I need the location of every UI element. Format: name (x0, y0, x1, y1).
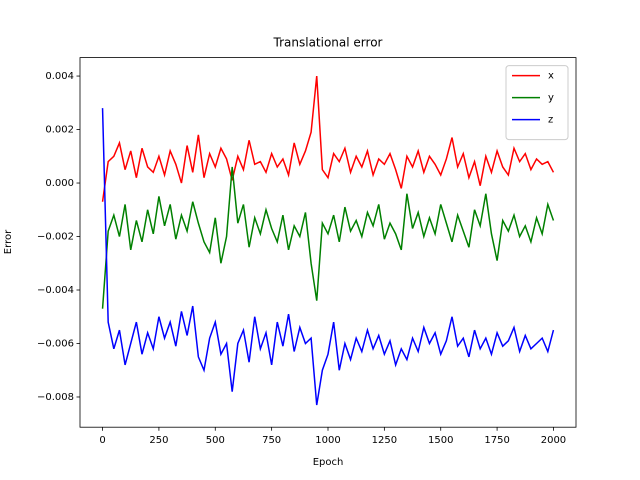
y-tick-label: 0.004 (45, 71, 74, 82)
x-tick-label: 500 (206, 435, 225, 446)
x-tick-label: 0 (99, 435, 105, 446)
x-tick-label: 750 (262, 435, 281, 446)
y-tick-label: 0.000 (45, 178, 74, 189)
x-tick-label: 2000 (541, 435, 566, 446)
legend-label: x (548, 71, 554, 82)
chart-title: Translational error (273, 36, 383, 50)
legend-box (505, 65, 569, 141)
y-axis-label: Error (3, 229, 14, 254)
line-series (101, 166, 555, 309)
legend-label: z (548, 115, 553, 126)
x-tick-label: 1750 (484, 435, 509, 446)
x-tick-label: 250 (149, 435, 168, 446)
legend-label: y (548, 93, 554, 104)
x-tick-label: 1500 (428, 435, 453, 446)
y-tick-label: −0.002 (37, 232, 74, 243)
x-tick-label: 1000 (315, 435, 340, 446)
y-tick-label: −0.004 (37, 285, 74, 296)
plot-frame (79, 57, 577, 428)
x-axis-label: Epoch (313, 457, 344, 468)
y-tick-label: −0.008 (37, 392, 74, 403)
line-series (101, 75, 555, 202)
y-tick-label: −0.006 (37, 338, 74, 349)
x-tick-label: 1250 (372, 435, 397, 446)
y-tick-label: 0.002 (45, 125, 74, 136)
line-series (101, 108, 555, 406)
